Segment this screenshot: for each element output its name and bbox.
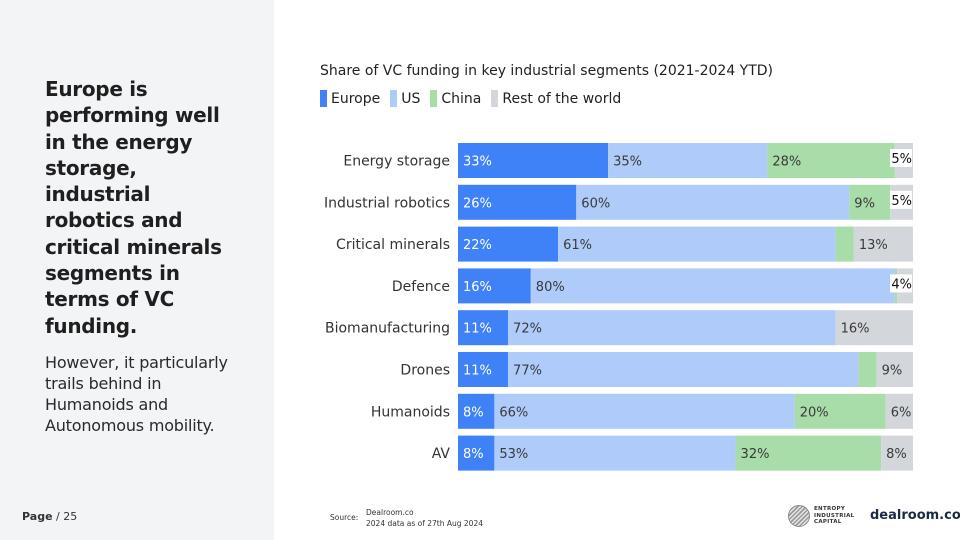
data-label-us: 80% bbox=[536, 280, 565, 295]
left-panel bbox=[0, 0, 274, 540]
category-label: Critical minerals bbox=[336, 237, 450, 253]
source-line-2: 2024 data as of 27th Aug 2024 bbox=[366, 519, 483, 528]
category-label: Biomanufacturing bbox=[325, 321, 450, 337]
legend-item-rest: Rest of the world bbox=[491, 90, 621, 107]
category-label: Energy storage bbox=[343, 154, 450, 170]
data-label-us: 60% bbox=[581, 196, 610, 211]
bar-segment-china bbox=[735, 435, 882, 471]
data-label-background bbox=[890, 149, 912, 167]
legend-label-rest: Rest of the world bbox=[502, 90, 622, 107]
bar-segment-europe bbox=[458, 352, 509, 387]
data-label-china: 9% bbox=[854, 196, 875, 211]
legend-label-europe: Europe bbox=[331, 90, 381, 107]
legend-label-us: US bbox=[401, 90, 421, 107]
data-label-europe: 26% bbox=[463, 196, 492, 211]
data-label-us: 53% bbox=[499, 447, 528, 462]
bar-segment-us bbox=[530, 268, 895, 304]
bar-segment-china bbox=[849, 184, 891, 220]
legend-label-china: China bbox=[441, 90, 482, 107]
entropy-industrial-capital-logo: ENTROPY INDUSTRIAL CAPITAL bbox=[788, 505, 854, 527]
data-label-background bbox=[890, 274, 912, 293]
eic-line-2: INDUSTRIAL bbox=[814, 512, 855, 519]
data-label-europe: 11% bbox=[463, 322, 492, 337]
bar-segment-europe bbox=[458, 393, 495, 429]
data-label-europe: 33% bbox=[463, 155, 492, 170]
bar-segment-europe bbox=[458, 184, 577, 220]
legend-swatch-rest bbox=[491, 90, 499, 107]
data-label-rest: 6% bbox=[891, 405, 912, 420]
bar-segment-us bbox=[494, 435, 736, 471]
data-label-rest: 5% bbox=[891, 194, 912, 209]
subtext: However, it particularly trails behind i… bbox=[45, 353, 228, 435]
legend-item-china: China bbox=[430, 90, 481, 107]
eic-line-1: ENTROPY bbox=[814, 506, 846, 513]
bar-segment-us bbox=[508, 310, 836, 346]
headline: Europe is performing well in the energy … bbox=[45, 77, 222, 338]
bar-segment-rest bbox=[835, 310, 913, 346]
bar-segment-us bbox=[608, 143, 768, 178]
bar-segment-rest bbox=[881, 435, 913, 471]
data-label-us: 66% bbox=[499, 405, 528, 420]
data-label-us: 72% bbox=[513, 322, 542, 337]
category-label: Humanoids bbox=[371, 404, 450, 420]
data-label-rest: 9% bbox=[882, 364, 903, 379]
bar-segment-us bbox=[494, 393, 795, 429]
legend-swatch-china bbox=[430, 90, 438, 107]
bar-segment-us bbox=[576, 184, 850, 220]
bar-segment-us bbox=[508, 352, 859, 387]
legend-swatch-europe bbox=[320, 90, 327, 107]
data-label-us: 35% bbox=[613, 155, 642, 170]
bar-segment-rest bbox=[876, 352, 913, 387]
category-label: Drones bbox=[400, 363, 450, 379]
data-label-rest: 8% bbox=[886, 447, 907, 462]
category-label: Industrial robotics bbox=[324, 195, 450, 211]
bar-segment-us bbox=[558, 226, 836, 262]
bar-segment-china bbox=[858, 352, 877, 387]
data-label-background bbox=[890, 190, 912, 209]
bar-segment-europe bbox=[458, 435, 495, 471]
data-label-europe: 8% bbox=[463, 447, 484, 462]
eic-line-3: CAPITAL bbox=[814, 519, 842, 526]
data-label-china: 20% bbox=[800, 405, 829, 420]
data-label-rest: 16% bbox=[841, 322, 870, 337]
data-label-rest: 4% bbox=[891, 277, 912, 292]
source-label: Source: bbox=[330, 513, 359, 522]
eic-logo-icon bbox=[788, 505, 810, 527]
bar-segment-rest bbox=[885, 393, 913, 429]
data-label-rest: 13% bbox=[859, 238, 888, 253]
legend-swatch-us bbox=[390, 90, 398, 107]
bar-segment-china bbox=[835, 226, 854, 262]
data-label-europe: 16% bbox=[463, 280, 492, 295]
data-label-china: 28% bbox=[772, 155, 801, 170]
category-label: AV bbox=[432, 446, 451, 462]
chart-title: Share of VC funding in key industrial se… bbox=[320, 63, 774, 79]
data-label-us: 61% bbox=[563, 238, 592, 253]
eic-logo-text: ENTROPY INDUSTRIAL CAPITAL bbox=[814, 506, 854, 526]
bar-segment-europe bbox=[458, 310, 509, 346]
data-label-europe: 22% bbox=[463, 238, 492, 253]
page-word: Page bbox=[22, 510, 53, 523]
page-indicator: Page / 25 bbox=[22, 510, 77, 523]
data-label-europe: 8% bbox=[463, 405, 484, 420]
bar-segment-europe bbox=[458, 143, 609, 178]
page-number: / 25 bbox=[56, 510, 78, 523]
bar-segment-china bbox=[767, 143, 895, 178]
data-label-us: 77% bbox=[513, 364, 542, 379]
data-label-china: 32% bbox=[741, 447, 770, 462]
bar-segment-europe bbox=[458, 226, 559, 262]
data-label-rest: 5% bbox=[891, 152, 912, 167]
bar-segment-europe bbox=[458, 268, 531, 304]
legend-item-europe: Europe bbox=[320, 90, 380, 107]
legend-item-us: US bbox=[390, 90, 420, 107]
category-label: Defence bbox=[392, 279, 450, 295]
data-label-europe: 11% bbox=[463, 364, 492, 379]
source-line-1: Dealroom.co bbox=[366, 508, 414, 517]
bar-segment-rest bbox=[853, 226, 913, 262]
dealroom-logo: dealroom.co bbox=[870, 508, 960, 523]
bar-segment-china bbox=[794, 393, 886, 429]
source-text: Dealroom.co 2024 data as of 27th Aug 202… bbox=[366, 507, 483, 529]
chart-legend: Europe US China Rest of the world bbox=[320, 90, 631, 107]
